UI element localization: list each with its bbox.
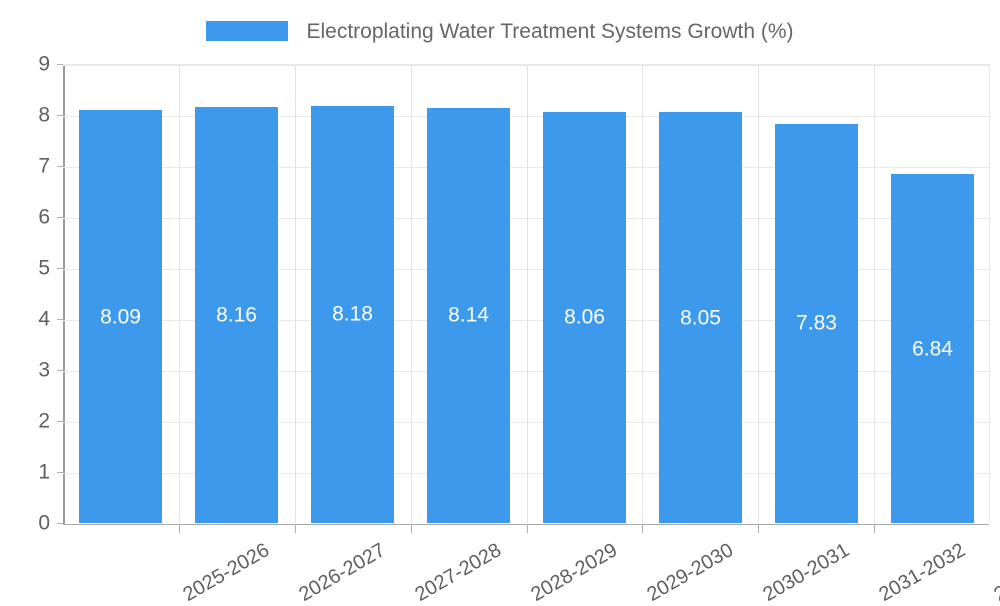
gridline-horizontal (63, 167, 989, 168)
gridline-horizontal (63, 218, 989, 219)
y-axis-tick-mark (57, 166, 64, 167)
x-axis-tick-mark (874, 524, 875, 533)
bar-value-label: 8.18 (332, 302, 373, 326)
x-axis-tick-label: 2025-2026 (179, 539, 274, 606)
bar[interactable]: 8.05 (659, 112, 742, 523)
x-axis-tick-label: 2029-2030 (643, 539, 738, 606)
gridline-vertical (411, 65, 412, 523)
x-axis-tick-label: 2027-2028 (411, 539, 506, 606)
y-axis-line (63, 64, 65, 524)
y-axis-tick-mark (57, 523, 64, 524)
bar-value-label: 8.09 (100, 305, 141, 329)
gridline-horizontal (63, 371, 989, 372)
bar-value-label: 6.84 (912, 337, 953, 361)
y-axis-tick-marks (0, 64, 64, 524)
x-axis-tick-label: 2032-2033 (990, 539, 1000, 606)
y-axis-tick-mark (57, 115, 64, 116)
x-axis-tick-label: 2031-2032 (875, 539, 970, 606)
legend-item-growth[interactable]: Electroplating Water Treatment Systems G… (206, 19, 794, 43)
y-axis-tick-label: 1 (38, 460, 50, 484)
x-axis-tick-mark (527, 524, 528, 533)
y-axis-tick-mark (57, 472, 64, 473)
bar[interactable]: 8.09 (79, 110, 162, 523)
x-axis-tick-labels: 2025-2026 2026-2027 2027-2028 2028-2029 2029… (63, 524, 1000, 606)
legend-label: Electroplating Water Treatment Systems G… (306, 19, 794, 43)
bar-value-label: 8.16 (216, 303, 257, 327)
gridline-vertical (874, 65, 875, 523)
y-axis-tick-label: 0 (38, 511, 50, 535)
bar-value-label: 7.83 (796, 311, 837, 335)
x-axis-tick-label: 2026-2027 (295, 539, 390, 606)
x-axis-tick-mark (411, 524, 412, 533)
y-axis-tick-mark (57, 217, 64, 218)
y-axis-tick-label: 8 (38, 103, 50, 127)
x-axis-tick-mark (758, 524, 759, 533)
y-axis-tick-mark (57, 421, 64, 422)
bar-value-label: 8.05 (680, 306, 721, 330)
gridline-horizontal (63, 65, 989, 66)
y-axis-tick-mark (57, 64, 64, 65)
y-axis-tick-mark (57, 268, 64, 269)
x-axis-tick-mark (642, 524, 643, 533)
y-axis-tick-mark (57, 370, 64, 371)
x-axis-tick-mark (295, 524, 296, 533)
bar-value-label: 8.06 (564, 305, 605, 329)
x-axis-tick-mark (179, 524, 180, 533)
gridline-vertical (179, 65, 180, 523)
gridline-horizontal (63, 524, 989, 525)
y-axis-tick-labels: 0 1 2 3 4 5 6 7 8 9 (0, 54, 50, 534)
gridline-horizontal (63, 116, 989, 117)
bar-value-label: 8.14 (448, 303, 489, 327)
legend-color-swatch (206, 21, 289, 41)
gridline-vertical (295, 65, 296, 523)
bar[interactable]: 8.14 (427, 107, 510, 523)
gridline-vertical (758, 65, 759, 523)
gridline-horizontal (63, 320, 989, 321)
x-axis-tick-label: 2028-2029 (527, 539, 622, 606)
gridline-horizontal (63, 422, 989, 423)
y-axis-tick-label: 6 (38, 205, 50, 229)
x-axis-tick-label: 2030-2031 (759, 539, 854, 606)
bar[interactable]: 8.18 (311, 105, 394, 523)
bar[interactable]: 8.06 (543, 111, 626, 523)
y-axis-tick-label: 5 (38, 256, 50, 280)
gridline-vertical (527, 65, 528, 523)
gridline-horizontal (63, 269, 989, 270)
bar[interactable]: 7.83 (775, 123, 858, 523)
bar[interactable]: 6.84 (891, 174, 974, 523)
chart-legend: Electroplating Water Treatment Systems G… (0, 14, 1000, 48)
y-axis-tick-label: 2 (38, 409, 50, 433)
gridline-horizontal (63, 473, 989, 474)
y-axis-tick-label: 7 (38, 154, 50, 178)
y-axis-tick-mark (57, 319, 64, 320)
y-axis-tick-label: 3 (38, 358, 50, 382)
bar[interactable]: 8.16 (195, 106, 278, 523)
y-axis-tick-label: 9 (38, 52, 50, 76)
plot-area: 8.09 8.16 8.18 8.14 8.06 8.05 7.83 6.84 (63, 64, 990, 525)
y-axis-tick-label: 4 (38, 307, 50, 331)
gridline-vertical (642, 65, 643, 523)
